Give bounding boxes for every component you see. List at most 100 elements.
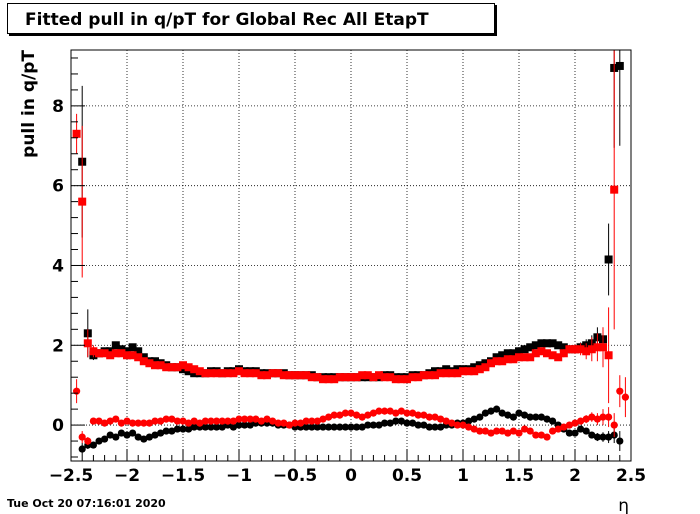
data-point (453, 421, 461, 429)
data-point (481, 409, 489, 417)
data-point (252, 415, 260, 423)
data-point (251, 369, 260, 378)
data-point (162, 415, 170, 423)
data-point (218, 417, 226, 425)
data-point (313, 373, 322, 382)
data-point (498, 409, 506, 417)
data-point (599, 343, 607, 352)
data-point (593, 343, 602, 352)
data-point (509, 413, 517, 421)
data-point (515, 353, 523, 362)
data-point (223, 369, 232, 378)
y-tick-label: 4 (52, 256, 64, 276)
data-point (537, 413, 546, 421)
data-point (111, 341, 120, 350)
data-point (117, 419, 125, 427)
data-point (453, 369, 462, 378)
data-point (257, 371, 266, 380)
y-tick-label: 2 (52, 336, 64, 356)
data-point (106, 417, 114, 425)
data-point (117, 429, 125, 437)
data-point (336, 423, 344, 431)
data-point (554, 353, 563, 362)
data-point (269, 417, 277, 425)
data-point (509, 355, 518, 364)
data-point (520, 345, 529, 354)
data-point (313, 417, 321, 425)
data-point (397, 375, 406, 384)
data-point (605, 433, 613, 441)
data-point (72, 129, 81, 138)
data-point (565, 429, 574, 437)
x-tick-label: 1.5 (504, 466, 534, 486)
data-point (493, 405, 501, 413)
data-point (509, 349, 518, 358)
data-point (571, 429, 579, 437)
data-point (515, 429, 523, 437)
data-point (229, 369, 238, 378)
data-point (571, 345, 579, 354)
data-point (229, 423, 237, 431)
data-point (325, 413, 333, 421)
data-point (543, 415, 551, 423)
data-point (157, 429, 165, 437)
data-point (279, 371, 288, 380)
data-point (369, 421, 377, 429)
data-point (470, 425, 478, 433)
data-point (347, 373, 355, 382)
data-point (599, 413, 607, 421)
data-point (73, 387, 81, 395)
data-point (151, 417, 159, 425)
data-point (83, 339, 92, 348)
data-point (246, 421, 254, 429)
data-point (386, 407, 394, 415)
data-point (504, 411, 512, 419)
data-point (167, 363, 176, 372)
data-point (565, 421, 574, 429)
data-point (319, 375, 327, 384)
data-point (543, 349, 551, 358)
data-point (503, 349, 512, 358)
data-point (291, 419, 299, 427)
data-point (554, 425, 562, 433)
data-point (425, 423, 433, 431)
data-point (302, 423, 310, 431)
data-point (347, 423, 355, 431)
data-point (386, 373, 395, 382)
data-point (162, 363, 171, 372)
data-point (588, 413, 596, 421)
data-point (145, 419, 153, 427)
data-point (341, 423, 349, 431)
x-tick-label: −2 (114, 466, 140, 486)
data-point (89, 441, 97, 449)
data-point (335, 373, 344, 382)
data-point (257, 417, 265, 425)
data-point (392, 417, 400, 425)
data-point (190, 423, 198, 431)
axes: −2.5 −2 −1.5 −1 −0.5 0 0.5 1 1.5 2 2.5 0 2 4 6 8 (49, 57, 646, 486)
data-point (397, 417, 405, 425)
data-point (179, 425, 187, 433)
data-point (241, 421, 249, 429)
data-point (381, 407, 389, 415)
data-point (493, 427, 501, 435)
data-point (285, 421, 293, 429)
data-point (526, 427, 534, 435)
data-point (207, 417, 215, 425)
data-point (341, 409, 349, 417)
data-point (425, 371, 434, 380)
data-point (196, 419, 204, 427)
data-point (101, 435, 109, 443)
data-point (291, 371, 299, 380)
data-point (537, 347, 546, 356)
data-point (185, 419, 193, 427)
data-point (414, 421, 422, 429)
x-tick-label: −1 (226, 466, 252, 486)
data-point (549, 417, 557, 425)
data-point (531, 349, 540, 358)
data-point (537, 339, 546, 348)
data-point (588, 431, 596, 439)
data-point (173, 425, 181, 433)
data-point (526, 413, 534, 421)
data-point (352, 373, 361, 382)
